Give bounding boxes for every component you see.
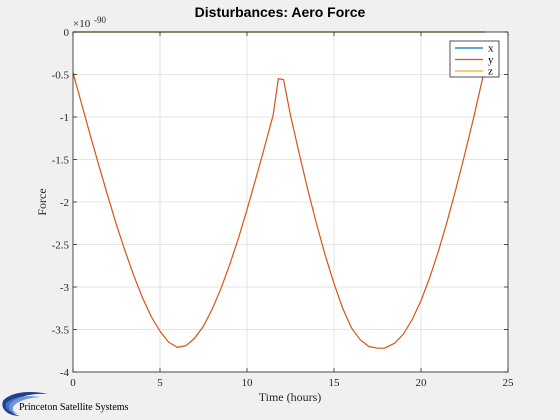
x-tick-label: 0 [70, 377, 76, 389]
company-logo: Princeton Satellite Systems [2, 392, 129, 416]
chart-title: Disturbances: Aero Force [195, 4, 366, 20]
y-tick-label: -2.5 [52, 240, 70, 252]
x-tick-label: 25 [503, 377, 515, 389]
company-name: Princeton Satellite Systems [19, 402, 129, 413]
x-tick-label: 10 [242, 377, 254, 389]
y-tick-label: 0 [64, 27, 70, 39]
x-tick-label: 15 [329, 377, 341, 389]
x-axis-label: Time (hours) [259, 390, 322, 404]
legend-label-y: y [488, 54, 494, 66]
y-exponent-base: ×10 [73, 18, 91, 30]
y-tick-label: -3 [60, 282, 70, 294]
y-axis-label: Force [35, 188, 49, 215]
logo-swoosh-highlight-icon [5, 396, 40, 414]
legend-label-z: z [488, 66, 493, 78]
y-tick-label: -3.5 [52, 325, 70, 337]
legend-label-x: x [488, 43, 494, 55]
logo-swoosh-icon [2, 392, 48, 416]
x-tick-label: 5 [157, 377, 163, 389]
x-tick-label: 20 [416, 377, 428, 389]
y-tick-label: -0.5 [52, 70, 70, 82]
ticks: 0 5 10 15 20 25 0 -0.5 -1 -1.5 -2 -2.5 -3 -3.5 -4 [52, 27, 514, 389]
y-tick-label: -2 [60, 197, 69, 209]
legend: xyz [449, 40, 500, 78]
series-line-y [72, 65, 486, 349]
y-exponent-value: -90 [94, 15, 106, 25]
y-tick-label: -1 [60, 112, 69, 124]
y-tick-label: -4 [60, 367, 70, 379]
y-tick-label: -1.5 [52, 155, 70, 167]
